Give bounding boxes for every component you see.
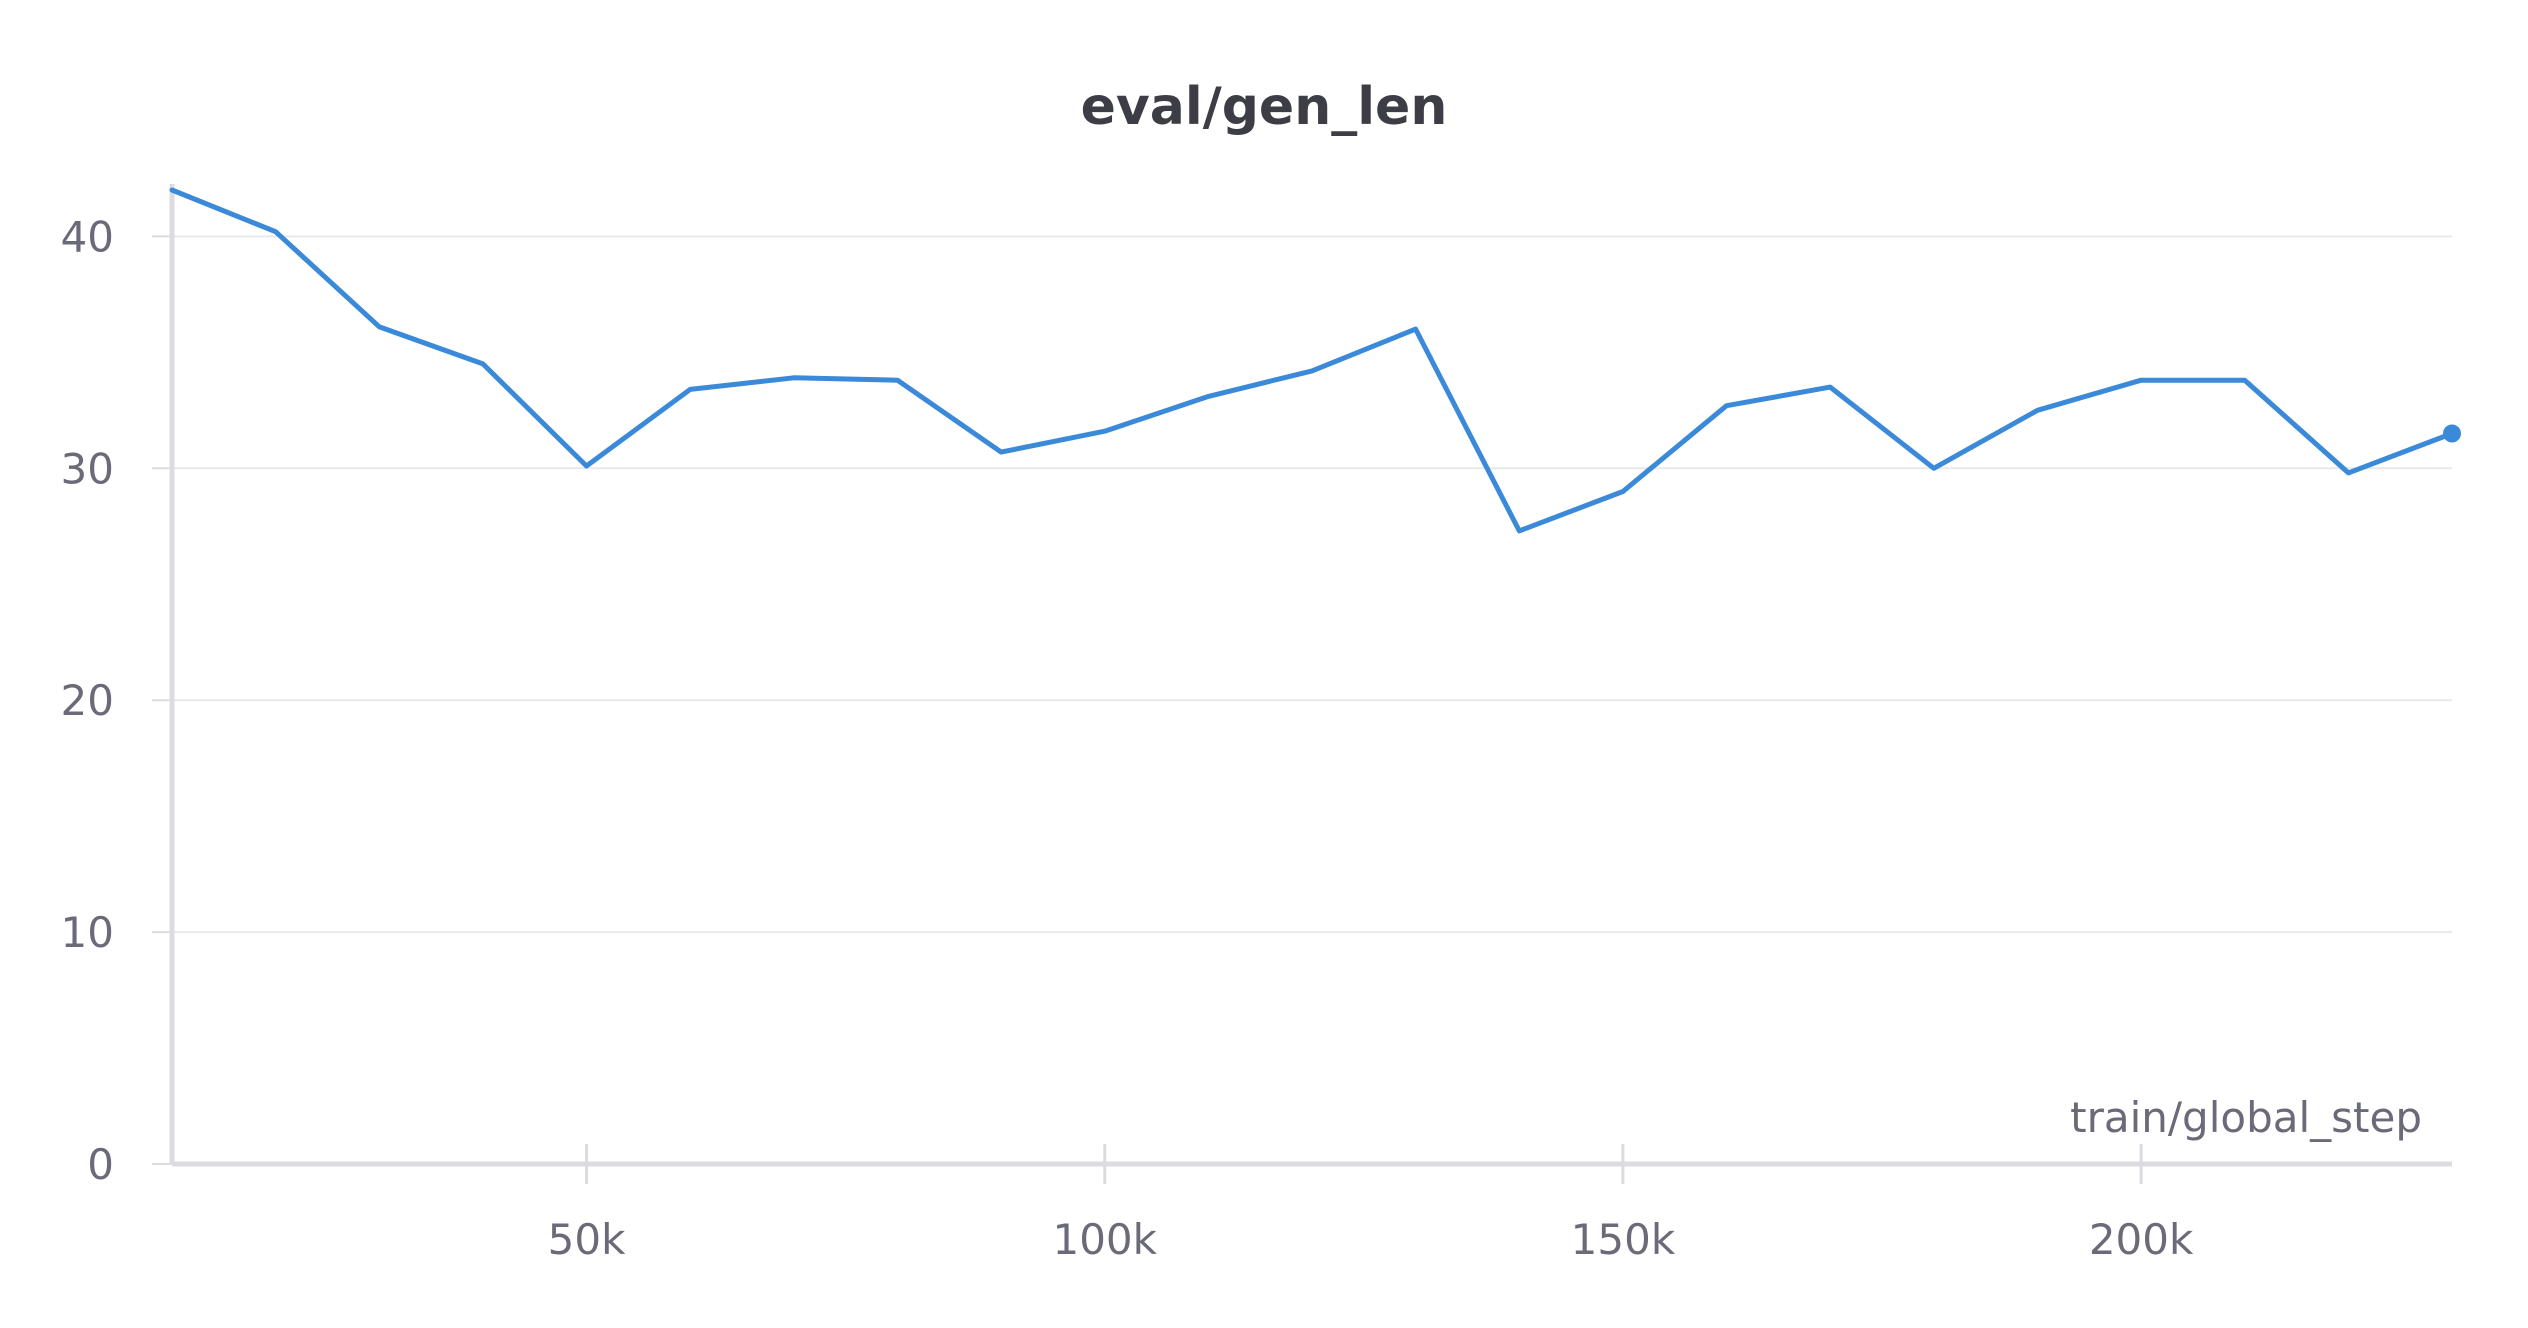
chart-title: eval/gen_len [1081,77,1448,137]
x-tick-label: 50k [548,1215,626,1264]
series-line[interactable] [169,187,2455,534]
tick-labels: 0 10 20 30 40 50k 100k 150k 200k [61,212,2194,1264]
axes [152,184,2452,1184]
y-tick-label: 20 [61,676,114,725]
x-axis-title: train/global_step [2070,1093,2422,1142]
data-point[interactable] [2443,424,2461,443]
x-tick-label: 200k [2089,1215,2194,1264]
series-layer [169,187,2461,534]
y-tick-label: 40 [61,212,114,261]
y-tick-label: 30 [61,444,114,493]
y-tick-label: 10 [61,908,114,957]
x-tick-label: 150k [1571,1215,1676,1264]
x-tick-label: 100k [1052,1215,1157,1264]
gridlines [172,235,2452,934]
y-tick-label: 0 [87,1140,114,1189]
